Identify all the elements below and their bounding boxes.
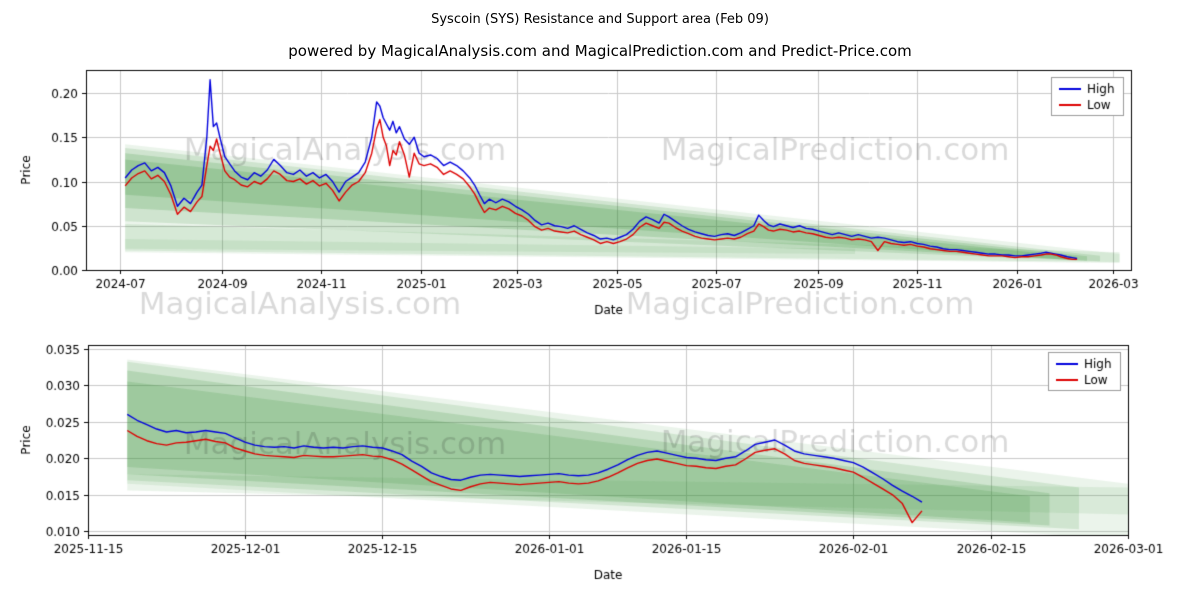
figure-title: Syscoin (SYS) Resistance and Support are…: [431, 12, 769, 27]
top-price-chart: [0, 62, 1200, 332]
bottom-price-chart: [0, 332, 1200, 600]
figure-subtitle: powered by MagicalAnalysis.com and Magic…: [288, 42, 912, 60]
